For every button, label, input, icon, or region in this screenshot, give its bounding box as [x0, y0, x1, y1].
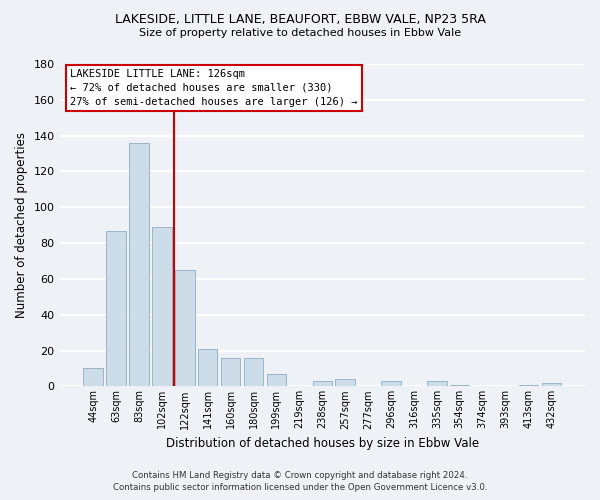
Bar: [335, 379, 355, 386]
Bar: [129, 143, 149, 386]
Text: LAKESIDE, LITTLE LANE, BEAUFORT, EBBW VALE, NP23 5RA: LAKESIDE, LITTLE LANE, BEAUFORT, EBBW VA…: [115, 12, 485, 26]
Bar: [244, 358, 263, 386]
Y-axis label: Number of detached properties: Number of detached properties: [15, 132, 28, 318]
Text: LAKESIDE LITTLE LANE: 126sqm
← 72% of detached houses are smaller (330)
27% of s: LAKESIDE LITTLE LANE: 126sqm ← 72% of de…: [70, 69, 358, 107]
Bar: [427, 381, 446, 386]
Bar: [83, 368, 103, 386]
Bar: [198, 349, 217, 387]
Bar: [267, 374, 286, 386]
Bar: [313, 381, 332, 386]
Bar: [175, 270, 194, 386]
Bar: [221, 358, 241, 386]
Bar: [152, 227, 172, 386]
Bar: [450, 384, 469, 386]
Bar: [106, 230, 126, 386]
X-axis label: Distribution of detached houses by size in Ebbw Vale: Distribution of detached houses by size …: [166, 437, 479, 450]
Text: Contains HM Land Registry data © Crown copyright and database right 2024.
Contai: Contains HM Land Registry data © Crown c…: [113, 471, 487, 492]
Bar: [542, 383, 561, 386]
Text: Size of property relative to detached houses in Ebbw Vale: Size of property relative to detached ho…: [139, 28, 461, 38]
Bar: [381, 381, 401, 386]
Bar: [519, 384, 538, 386]
